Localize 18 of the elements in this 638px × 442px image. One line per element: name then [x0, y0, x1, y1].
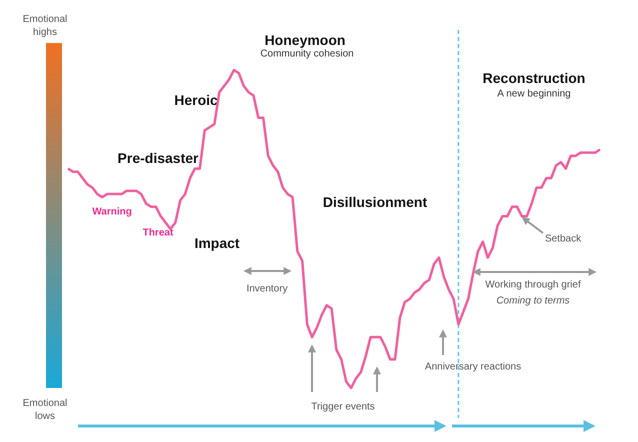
text: Honeymoon — [264, 32, 346, 48]
annotation: Disillusionment — [322, 194, 428, 210]
annotation: Reconstruction — [482, 70, 586, 86]
annotation: Inventory — [246, 284, 288, 294]
text: Community cohesion — [260, 48, 354, 60]
annotation: Warning — [92, 206, 132, 218]
text: Emotional highs — [22, 14, 68, 38]
annotation: Threat — [142, 228, 174, 238]
annotation: Pre-disaster — [118, 150, 200, 166]
text: Emotional lows — [22, 398, 68, 422]
annotation: Anniversary reactions — [424, 362, 522, 372]
annotation: Heroic — [174, 92, 218, 108]
annotation: A new beginning — [497, 88, 571, 100]
annotation: Coming to terms — [496, 296, 570, 306]
annotation: Setback — [544, 234, 582, 244]
annotation: Impact — [194, 235, 240, 251]
text: Trigger events — [311, 402, 375, 412]
annotation: Working through grief — [485, 280, 581, 290]
